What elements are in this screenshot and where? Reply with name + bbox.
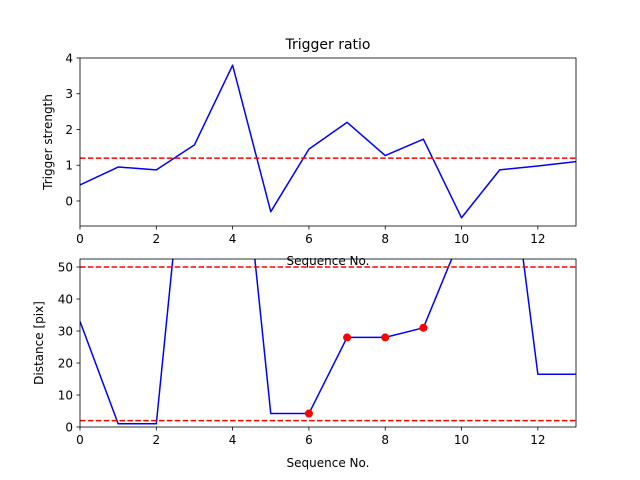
y-tick-label: 4: [65, 52, 73, 66]
x-tick-label: 12: [530, 232, 545, 246]
y-axis-label: Trigger strength: [41, 94, 55, 191]
x-tick-label: 4: [229, 433, 237, 447]
series-line: [80, 64, 576, 219]
x-tick-label: 10: [454, 433, 469, 447]
x-tick-label: 4: [229, 232, 237, 246]
y-tick-label: 50: [58, 261, 73, 275]
y-tick-label: 30: [58, 325, 73, 339]
plot-area: [80, 259, 576, 425]
y-tick-label: 0: [65, 421, 73, 435]
x-tick-label: 6: [305, 232, 313, 246]
x-tick-label: 8: [381, 232, 389, 246]
trigger-ratio-chart: Trigger ratio Sequence No. Trigger stren…: [41, 37, 577, 268]
x-tick-label: 0: [76, 433, 84, 447]
y-tick-label: 2: [65, 123, 73, 137]
x-tick-label: 2: [152, 433, 160, 447]
plot-area: [80, 64, 576, 219]
x-tick-label: 8: [381, 433, 389, 447]
data-point-marker: [304, 409, 313, 418]
x-tick-label: 0: [76, 232, 84, 246]
y-axis-label: Distance [pix]: [32, 301, 46, 385]
series-line: [80, 259, 576, 425]
x-axis-label: Sequence No.: [287, 456, 370, 470]
x-tick-label: 6: [305, 433, 313, 447]
axes-frame: [79, 258, 577, 428]
y-tick-label: 3: [65, 87, 73, 101]
distance-chart: Sequence No. Distance [pix] 0 2 4 6 8 10 12 0 10…: [32, 258, 577, 470]
x-axis-label: Sequence No.: [287, 254, 370, 268]
chart-title: Trigger ratio: [284, 37, 370, 53]
data-point-marker: [381, 333, 390, 342]
y-tick-label: 20: [58, 357, 73, 371]
y-tick-label: 10: [58, 389, 73, 403]
data-point-marker: [419, 323, 428, 332]
x-tick-label: 2: [152, 232, 160, 246]
y-tick-label: 0: [65, 194, 73, 208]
x-tick-label: 10: [454, 232, 469, 246]
y-tick-label: 1: [65, 159, 73, 173]
axes-frame: [79, 57, 577, 227]
x-tick-label: 12: [530, 433, 545, 447]
data-point-marker: [343, 333, 352, 342]
y-tick-label: 40: [58, 293, 73, 307]
